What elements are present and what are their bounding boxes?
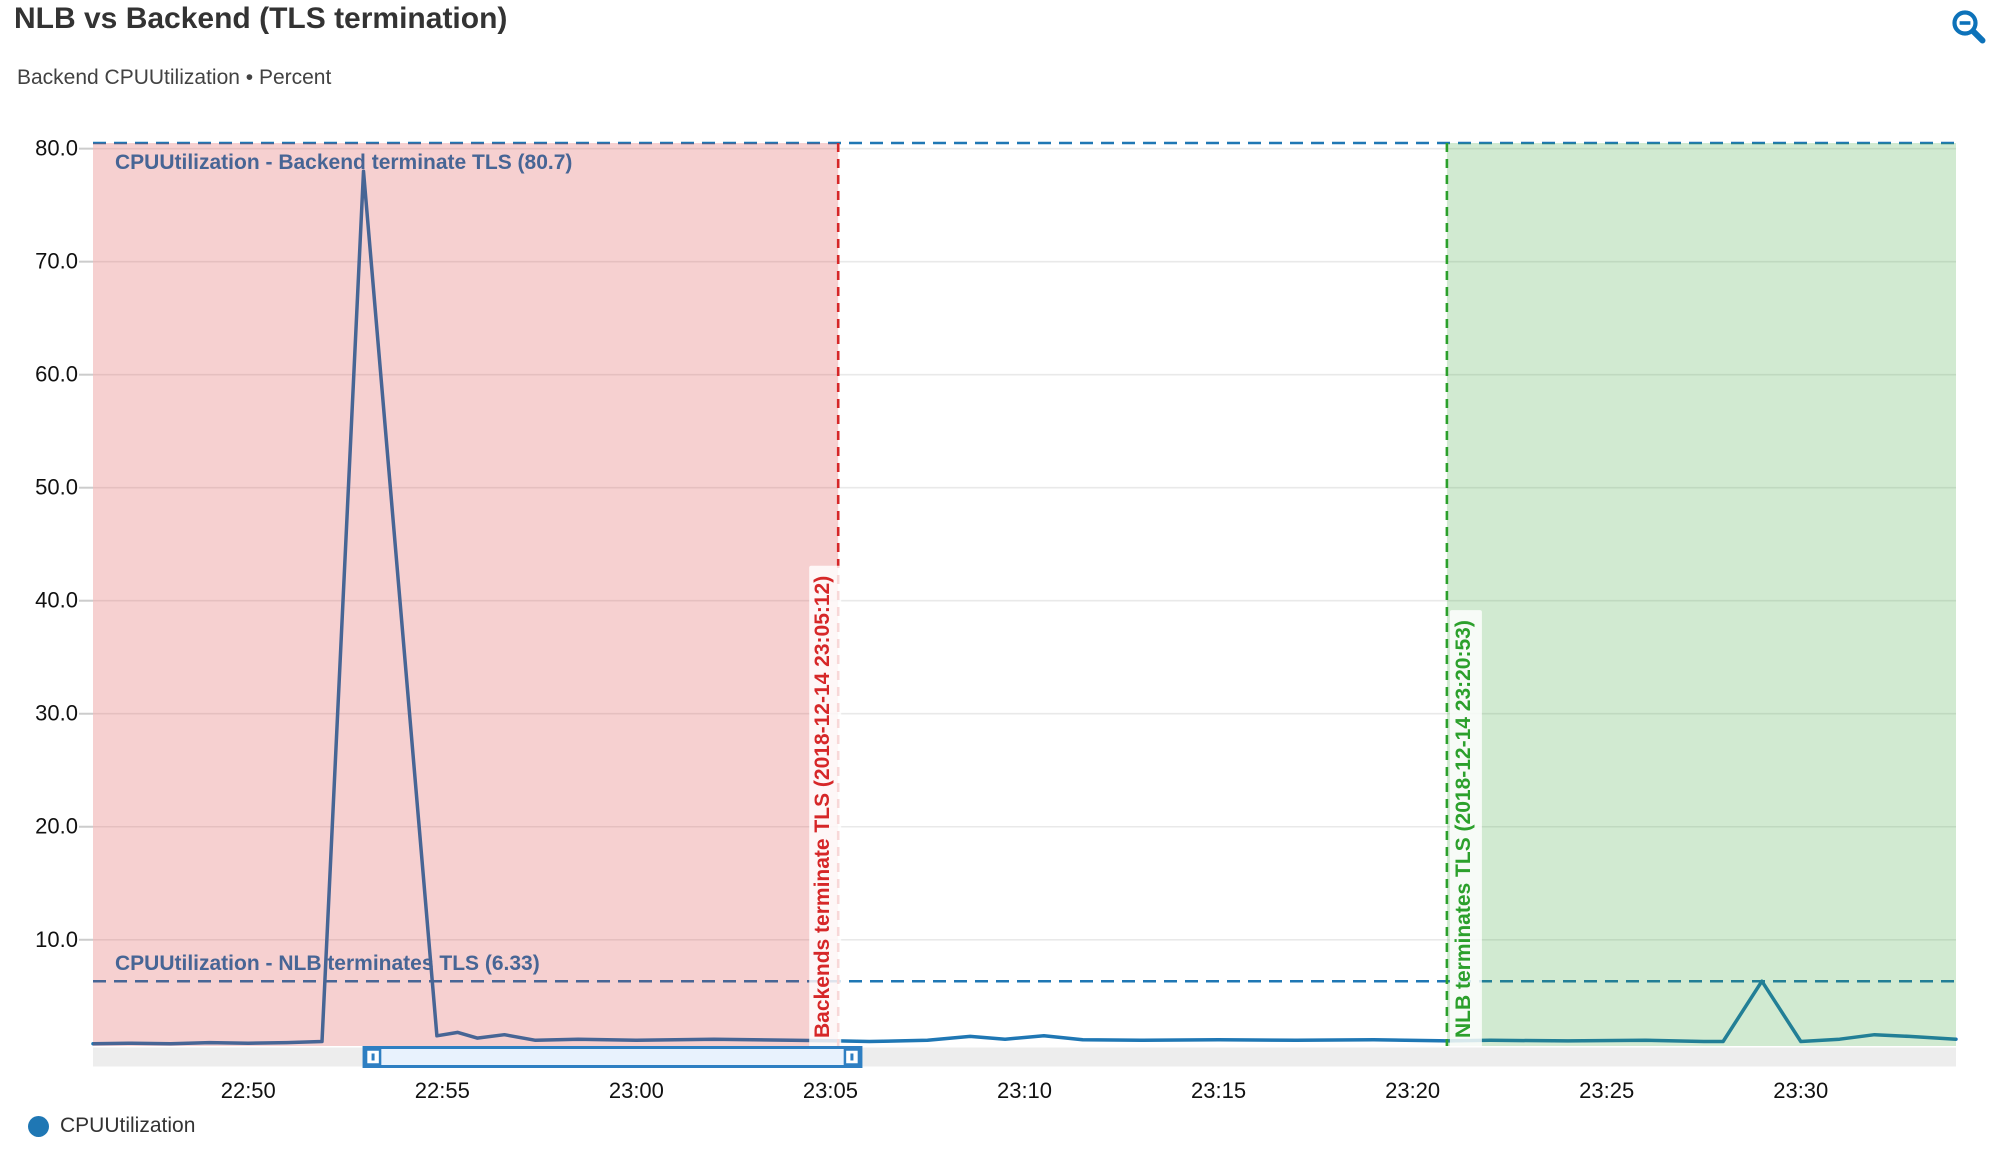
slider-handle-left-grip [371,1053,375,1061]
x-tick-label: 23:10 [997,1078,1052,1103]
legend-swatch [28,1115,49,1137]
annotation-vline-label: NLB terminates TLS (2018-12-14 23:20:53) [1452,620,1475,1038]
y-tick-label: 80.0 [35,136,78,161]
zoom-out-icon[interactable] [1950,8,1988,46]
series-line-cpuutilization [91,169,1958,1046]
slider-selection[interactable] [362,1046,863,1068]
y-tick-label: 10.0 [35,927,78,952]
y-tick-label: 50.0 [35,475,78,500]
x-tick-label: 23:05 [803,1078,858,1103]
x-tick-label: 23:25 [1579,1078,1634,1103]
annotation-hline-label: CPUUtilization - Backend terminate TLS (… [115,151,572,174]
y-tick-label: 60.0 [35,362,78,387]
annotation-vline-label-box [809,565,842,1050]
page-title: NLB vs Backend (TLS termination) [14,2,508,35]
shade-region [93,143,839,1046]
slider-handle-right-grip [850,1053,854,1061]
x-tick-label: 23:30 [1773,1078,1828,1103]
chart-canvas: 10.0 20.0 30.0 40.0 50.0 60.0 70.0 80.0 CPUUtili… [35,136,1958,1103]
chart-subtitle: Backend CPUUtilization • Percent [17,66,332,89]
x-tick-label: 23:00 [609,1078,664,1103]
shade-region [1446,143,1956,1046]
legend-item-cpuutilization[interactable]: CPUUtilization [28,1114,195,1138]
x-tick-label: 22:50 [221,1078,276,1103]
x-tick-label: 22:55 [415,1078,470,1103]
x-tick-label: 23:20 [1385,1078,1440,1103]
legend-label: CPUUtilization [60,1114,196,1137]
y-tick-label: 20.0 [35,814,78,839]
y-tick-label: 70.0 [35,249,78,274]
y-tick-label: 30.0 [35,701,78,726]
x-tick-label: 23:15 [1191,1078,1246,1103]
magnifier-handle [1970,28,1986,44]
magnifier-lens [1952,10,1978,36]
annotation-vline-label-box [1449,610,1482,1050]
annotation-vline-label: Backends terminate TLS (2018-12-14 23:05… [811,576,834,1038]
annotation-hline-label: CPUUtilization - NLB terminates TLS (6.3… [115,952,540,975]
y-tick-label: 40.0 [35,588,78,613]
